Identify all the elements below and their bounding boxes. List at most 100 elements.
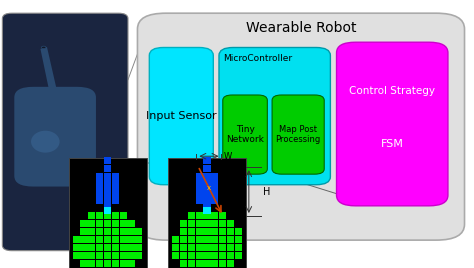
FancyBboxPatch shape xyxy=(203,260,210,267)
FancyBboxPatch shape xyxy=(119,212,127,219)
FancyBboxPatch shape xyxy=(219,236,226,243)
FancyBboxPatch shape xyxy=(81,220,88,227)
FancyBboxPatch shape xyxy=(196,173,203,180)
FancyBboxPatch shape xyxy=(73,244,80,251)
FancyBboxPatch shape xyxy=(180,228,187,235)
FancyBboxPatch shape xyxy=(235,236,242,243)
FancyBboxPatch shape xyxy=(219,244,226,251)
FancyBboxPatch shape xyxy=(104,252,111,259)
FancyBboxPatch shape xyxy=(227,260,234,267)
FancyBboxPatch shape xyxy=(112,173,119,180)
FancyBboxPatch shape xyxy=(112,180,119,188)
FancyBboxPatch shape xyxy=(81,228,88,235)
FancyBboxPatch shape xyxy=(104,220,111,227)
Text: W: W xyxy=(224,152,232,161)
FancyBboxPatch shape xyxy=(203,244,210,251)
FancyBboxPatch shape xyxy=(203,204,210,211)
FancyBboxPatch shape xyxy=(88,236,95,243)
FancyBboxPatch shape xyxy=(104,173,111,180)
Text: Tiny
Network: Tiny Network xyxy=(226,125,264,144)
FancyBboxPatch shape xyxy=(69,158,147,268)
FancyBboxPatch shape xyxy=(235,252,242,259)
FancyBboxPatch shape xyxy=(96,252,103,259)
FancyBboxPatch shape xyxy=(128,252,135,259)
FancyBboxPatch shape xyxy=(180,220,187,227)
Ellipse shape xyxy=(31,131,60,153)
FancyBboxPatch shape xyxy=(211,220,219,227)
FancyBboxPatch shape xyxy=(104,188,111,196)
FancyBboxPatch shape xyxy=(196,260,203,267)
FancyBboxPatch shape xyxy=(81,260,88,267)
FancyBboxPatch shape xyxy=(227,236,234,243)
FancyBboxPatch shape xyxy=(219,228,226,235)
FancyBboxPatch shape xyxy=(135,228,142,235)
FancyBboxPatch shape xyxy=(104,165,111,172)
FancyBboxPatch shape xyxy=(219,47,330,185)
FancyBboxPatch shape xyxy=(128,228,135,235)
FancyBboxPatch shape xyxy=(119,236,127,243)
FancyBboxPatch shape xyxy=(188,244,195,251)
FancyBboxPatch shape xyxy=(135,252,142,259)
FancyBboxPatch shape xyxy=(227,252,234,259)
FancyBboxPatch shape xyxy=(104,207,111,214)
FancyBboxPatch shape xyxy=(211,252,219,259)
FancyBboxPatch shape xyxy=(104,157,111,164)
FancyBboxPatch shape xyxy=(203,165,210,172)
FancyBboxPatch shape xyxy=(112,212,119,219)
FancyBboxPatch shape xyxy=(196,220,203,227)
FancyBboxPatch shape xyxy=(180,252,187,259)
FancyBboxPatch shape xyxy=(211,173,219,180)
FancyBboxPatch shape xyxy=(104,196,111,204)
FancyBboxPatch shape xyxy=(211,236,219,243)
FancyBboxPatch shape xyxy=(223,95,267,174)
FancyBboxPatch shape xyxy=(135,244,142,251)
Circle shape xyxy=(41,46,46,49)
FancyBboxPatch shape xyxy=(112,228,119,235)
Text: FSM: FSM xyxy=(381,139,404,149)
FancyBboxPatch shape xyxy=(196,244,203,251)
Text: Input Sensor: Input Sensor xyxy=(146,111,217,121)
FancyBboxPatch shape xyxy=(119,260,127,267)
FancyBboxPatch shape xyxy=(96,196,103,204)
FancyBboxPatch shape xyxy=(203,252,210,259)
FancyBboxPatch shape xyxy=(180,260,187,267)
FancyBboxPatch shape xyxy=(168,158,246,268)
FancyBboxPatch shape xyxy=(211,260,219,267)
FancyBboxPatch shape xyxy=(104,260,111,267)
Polygon shape xyxy=(40,47,57,92)
Text: Control Strategy: Control Strategy xyxy=(349,86,435,96)
FancyBboxPatch shape xyxy=(188,252,195,259)
FancyBboxPatch shape xyxy=(96,236,103,243)
FancyBboxPatch shape xyxy=(337,42,448,206)
FancyBboxPatch shape xyxy=(81,252,88,259)
FancyBboxPatch shape xyxy=(88,212,95,219)
FancyBboxPatch shape xyxy=(196,180,203,188)
FancyBboxPatch shape xyxy=(96,173,103,180)
FancyBboxPatch shape xyxy=(211,228,219,235)
FancyBboxPatch shape xyxy=(112,236,119,243)
FancyBboxPatch shape xyxy=(88,260,95,267)
FancyBboxPatch shape xyxy=(180,244,187,251)
FancyBboxPatch shape xyxy=(196,188,203,196)
FancyBboxPatch shape xyxy=(128,220,135,227)
FancyBboxPatch shape xyxy=(112,220,119,227)
FancyBboxPatch shape xyxy=(219,260,226,267)
FancyBboxPatch shape xyxy=(196,236,203,243)
FancyBboxPatch shape xyxy=(172,252,179,259)
FancyBboxPatch shape xyxy=(211,196,219,204)
Text: Wearable Robot: Wearable Robot xyxy=(246,21,356,35)
FancyBboxPatch shape xyxy=(81,244,88,251)
FancyBboxPatch shape xyxy=(137,13,465,240)
Text: MicroController: MicroController xyxy=(223,54,292,62)
FancyBboxPatch shape xyxy=(112,260,119,267)
FancyBboxPatch shape xyxy=(272,95,324,174)
FancyBboxPatch shape xyxy=(96,188,103,196)
FancyBboxPatch shape xyxy=(203,180,210,188)
FancyBboxPatch shape xyxy=(149,47,213,185)
FancyBboxPatch shape xyxy=(96,212,103,219)
FancyBboxPatch shape xyxy=(196,228,203,235)
FancyBboxPatch shape xyxy=(104,204,111,211)
FancyBboxPatch shape xyxy=(188,236,195,243)
FancyBboxPatch shape xyxy=(104,236,111,243)
FancyBboxPatch shape xyxy=(172,236,179,243)
